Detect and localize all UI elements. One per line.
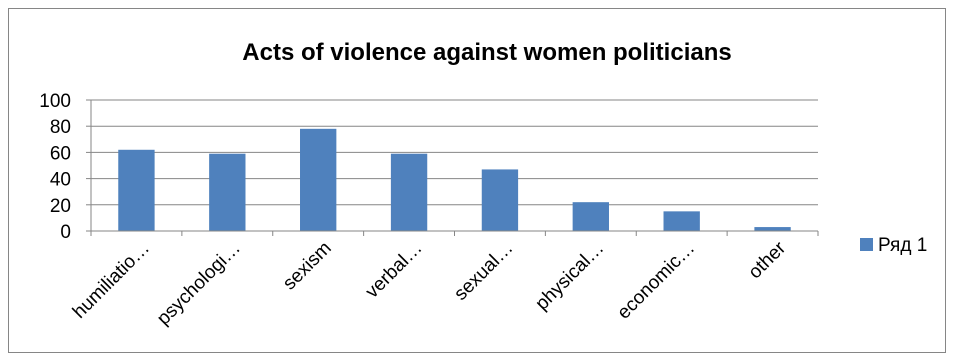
bar bbox=[300, 128, 337, 231]
legend: Ряд 1 bbox=[860, 235, 927, 256]
bars bbox=[118, 128, 791, 231]
bar bbox=[390, 153, 428, 231]
x-axis-labels: humiliatio… psychologi… sexism verbal… sexua… bbox=[69, 231, 819, 330]
bar bbox=[481, 169, 519, 231]
chart-frame bbox=[8, 8, 946, 353]
y-tick-label: 60 bbox=[50, 143, 71, 164]
x-tick-label: sexism bbox=[279, 238, 336, 295]
chart-title: Acts of violence against women politicia… bbox=[242, 39, 731, 66]
bar bbox=[209, 153, 246, 231]
legend-label: Ряд 1 bbox=[878, 235, 927, 256]
y-tick-label: 20 bbox=[50, 196, 71, 217]
x-tick-label: physical… bbox=[532, 238, 609, 315]
y-tick-label: 0 bbox=[60, 222, 71, 243]
axes bbox=[90, 100, 818, 232]
x-tick-label: other bbox=[745, 237, 791, 283]
y-tick-label: 40 bbox=[50, 170, 71, 191]
x-tick-label: verbal… bbox=[362, 238, 427, 303]
y-tick-label: 80 bbox=[50, 117, 71, 138]
legend-swatch bbox=[860, 238, 873, 251]
bar bbox=[572, 202, 609, 231]
bar bbox=[754, 227, 791, 231]
y-tick-label: 100 bbox=[39, 91, 71, 112]
x-tick-label: sexual… bbox=[450, 238, 517, 305]
x-tick-label: psychologi… bbox=[153, 238, 245, 330]
gridlines bbox=[91, 99, 818, 206]
x-tick-label: economic… bbox=[613, 238, 699, 324]
bar bbox=[663, 211, 700, 231]
bar bbox=[118, 149, 155, 231]
y-axis-ticks: 0 20 40 60 80 100 bbox=[39, 91, 91, 243]
x-tick-label: humiliatio… bbox=[69, 238, 154, 323]
